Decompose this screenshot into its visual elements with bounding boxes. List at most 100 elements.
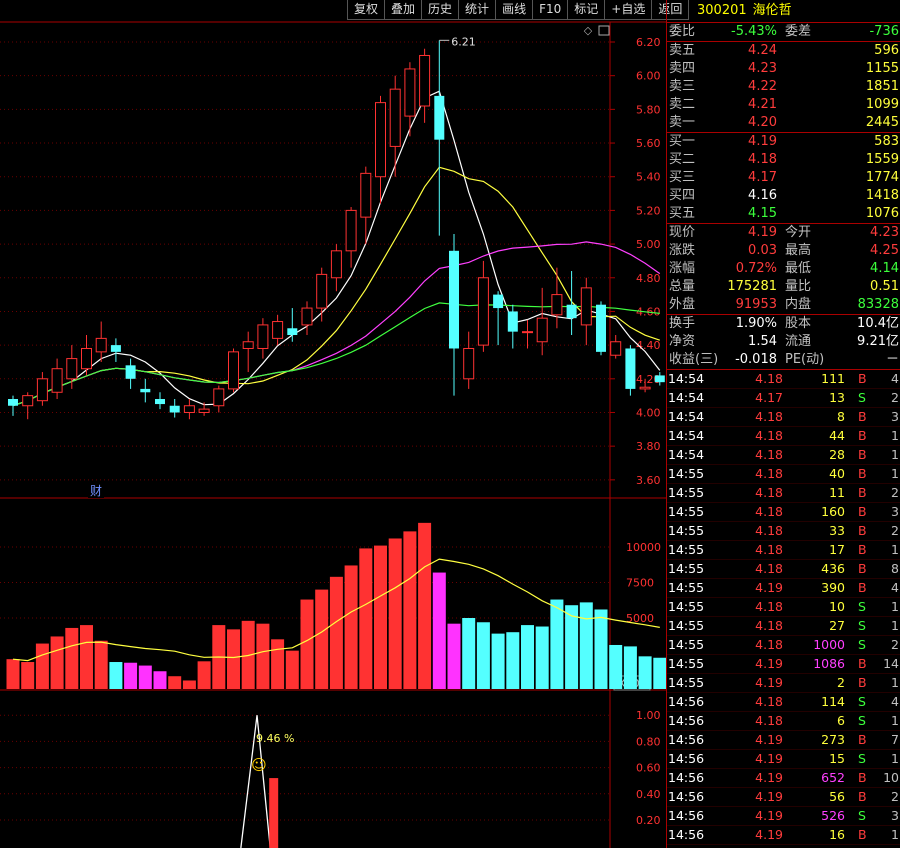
stat-label: 换手 <box>669 316 696 331</box>
ask-row: 卖一 4.20 2445 <box>667 114 900 132</box>
candle-body <box>596 304 606 352</box>
tick-count: 1 <box>891 599 899 614</box>
stat-label-2: 流通 <box>785 334 812 349</box>
candle-body <box>580 287 592 326</box>
ask-volume: 1099 <box>865 97 899 112</box>
tick-price: 4.18 <box>755 447 783 462</box>
volume-bar <box>138 665 152 689</box>
ask-price: 4.20 <box>748 115 777 130</box>
volume-bar <box>476 622 490 689</box>
window-icon <box>598 25 610 36</box>
stat-row: 外盘 91953 内盘 83328 <box>667 296 900 314</box>
tick-volume: 11 <box>829 485 845 500</box>
price-tick-label: 4.20 <box>636 373 661 386</box>
candle-body <box>81 347 92 370</box>
candle-body <box>610 341 622 356</box>
toolbar-button-1[interactable]: 叠加 <box>384 0 423 20</box>
toolbar-button-3[interactable]: 统计 <box>458 0 497 20</box>
toolbar-button-8[interactable]: 返回 <box>651 0 690 20</box>
tick-row: 14:54 4.17 13 S 2 <box>667 389 900 408</box>
tick-count: 2 <box>891 485 899 500</box>
weicha-label: 委差 <box>785 24 812 39</box>
candle-body <box>375 102 386 178</box>
stat-value-2: 83328 <box>857 297 899 312</box>
tick-price: 4.17 <box>755 390 783 405</box>
stat-value-2: 9.21亿 <box>857 334 899 349</box>
candle-body <box>242 341 254 349</box>
toolbar-button-6[interactable]: 标记 <box>567 0 606 20</box>
tick-time: 14:56 <box>668 732 705 747</box>
tick-volume: 16 <box>829 827 845 842</box>
tick-side: B <box>858 827 867 842</box>
volume-bar <box>432 572 446 689</box>
volume-ma-line <box>12 558 660 662</box>
tick-side: B <box>858 789 867 804</box>
tick-time: 14:55 <box>668 523 705 538</box>
kline-chart[interactable]: 6.206.005.805.605.405.205.004.804.604.40… <box>0 0 666 848</box>
tick-price: 4.18 <box>755 542 783 557</box>
tick-side: S <box>858 808 866 823</box>
toolbar-button-0[interactable]: 复权 <box>347 0 386 20</box>
ask-volume: 596 <box>874 43 899 58</box>
candle-body <box>507 311 518 332</box>
toolbar-button-7[interactable]: +自选 <box>604 0 653 20</box>
tick-price: 4.18 <box>755 523 783 538</box>
tick-time: 14:55 <box>668 485 705 500</box>
tick-price: 4.18 <box>755 371 783 386</box>
stat-value: 1.54 <box>748 334 777 349</box>
candle-body <box>419 54 431 107</box>
tick-count: 8 <box>891 561 899 576</box>
diamond-icon: ◇ <box>584 24 593 37</box>
volume-bar <box>491 633 505 689</box>
tick-row: 14:55 4.18 436 B 8 <box>667 560 900 579</box>
tick-count: 14 <box>883 656 899 671</box>
tick-count: 1 <box>891 713 899 728</box>
tick-price: 4.18 <box>755 504 783 519</box>
tick-side: B <box>858 542 867 557</box>
volume-bar <box>21 662 35 689</box>
candle-body <box>8 399 18 406</box>
volume-bar <box>388 538 402 689</box>
price-stats: 现价 4.19 今开 4.23 涨跌 0.03 最高 4.25 涨幅 0.72% 最低 4.14 总量 1… <box>667 224 900 315</box>
candle-body <box>22 395 34 407</box>
tick-volume: 436 <box>821 561 845 576</box>
tick-row: 14:54 4.18 111 B 4 <box>667 370 900 389</box>
volume-bar <box>168 676 182 689</box>
stat-value: 1.90% <box>735 316 777 331</box>
tick-side: S <box>858 390 866 405</box>
toolbar-button-2[interactable]: 历史 <box>421 0 460 20</box>
toolbar-button-4[interactable]: 画线 <box>495 0 534 20</box>
stat-value: 0.03 <box>748 243 777 258</box>
tick-volume: 13 <box>829 390 845 405</box>
stat-label-2: 最低 <box>785 261 812 276</box>
tick-side: S <box>858 599 866 614</box>
candle-body <box>51 368 63 393</box>
tick-time: 14:55 <box>668 580 705 595</box>
candle-body <box>434 95 445 140</box>
weibi-value: -5.43% <box>731 24 777 39</box>
candle-body <box>316 273 328 309</box>
candle-body <box>272 321 284 339</box>
tick-row: 14:56 4.19 526 S 3 <box>667 807 900 826</box>
tick-row: 14:56 4.19 16 B 1 <box>667 826 900 845</box>
candle-body <box>477 277 489 346</box>
tick-price: 4.18 <box>755 428 783 443</box>
tick-side: B <box>858 675 867 690</box>
stat-row: 涨幅 0.72% 最低 4.14 <box>667 260 900 278</box>
stat-value: 0.72% <box>735 261 777 276</box>
ma60-line <box>12 302 660 407</box>
bid-label: 买一 <box>669 134 696 149</box>
indicator-percent-label: 9.46 % <box>256 732 294 745</box>
ask-price: 4.24 <box>748 43 777 58</box>
tick-count: 10 <box>883 770 899 785</box>
candle-body <box>522 331 533 334</box>
tick-price: 4.19 <box>755 580 783 595</box>
ask-label: 卖五 <box>669 43 696 58</box>
tick-count: 1 <box>891 827 899 842</box>
tick-volume: 111 <box>821 371 845 386</box>
tick-row: 14:56 4.19 15 S 1 <box>667 750 900 769</box>
toolbar-button-5[interactable]: F10 <box>532 0 569 20</box>
candle-body <box>639 386 651 390</box>
weibi-row: 委比 -5.43% 委差 -736 <box>667 23 900 42</box>
tick-volume: 10 <box>829 599 845 614</box>
